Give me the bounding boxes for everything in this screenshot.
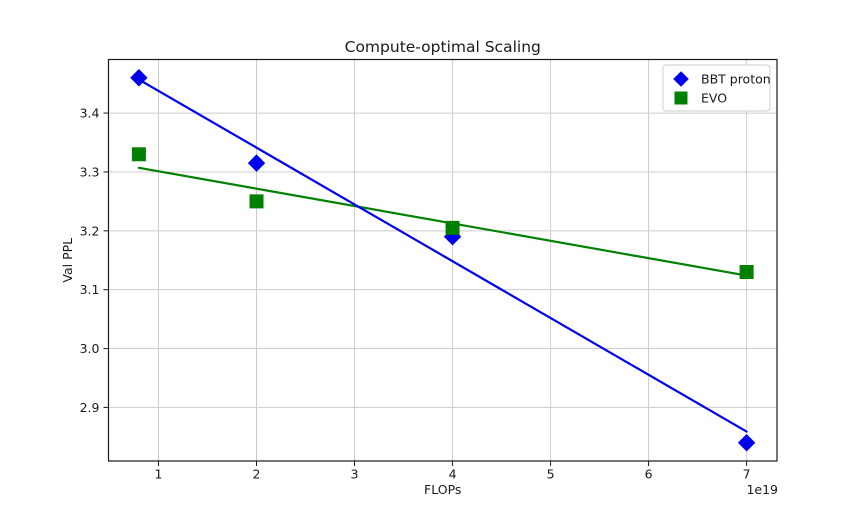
x-axis-offset-text: 1e19 (746, 482, 778, 497)
x-tick-label: 7 (743, 467, 751, 482)
y-tick-label: 3.3 (80, 164, 100, 179)
data-point-diamond (130, 69, 148, 87)
axes-ticks: 1 2 3 4 5 6 7 2.9 3.0 3.1 3.2 3.3 3.4 (80, 106, 751, 482)
data-point-square (739, 265, 754, 280)
y-tick-label: 3.2 (80, 223, 100, 238)
legend-square-icon (674, 91, 688, 105)
trend-lines (137, 78, 748, 433)
legend-item-evo: EVO (674, 91, 727, 106)
data-point-square (131, 147, 146, 162)
x-axis-label: FLOPs (424, 482, 461, 497)
y-tick-label: 3.0 (80, 341, 100, 356)
trend-line-bbt-proton (137, 78, 748, 433)
y-tick-label: 3.1 (80, 282, 100, 297)
y-tick-label: 2.9 (80, 400, 100, 415)
y-axis-label: Val PPL (60, 238, 75, 283)
x-tick-label: 3 (351, 467, 359, 482)
series-evo (131, 147, 754, 280)
legend-label: BBT proton (701, 72, 771, 87)
legend-diamond-icon (673, 71, 689, 87)
x-tick-label: 4 (449, 467, 457, 482)
legend-item-bbt-proton: BBT proton (673, 71, 771, 87)
x-tick-label: 2 (253, 467, 261, 482)
legend-label: EVO (701, 91, 727, 106)
plot-border (107, 58, 778, 462)
data-point-diamond (737, 434, 756, 452)
legend: BBT proton EVO (662, 64, 771, 112)
y-tick-label: 3.4 (80, 106, 100, 121)
trend-line-evo (137, 166, 748, 277)
x-tick-label: 1 (155, 467, 163, 482)
data-point-square (445, 220, 460, 235)
x-tick-label: 5 (547, 467, 555, 482)
data-point-diamond (247, 154, 266, 172)
gridlines (108, 59, 777, 461)
chart-title: Compute-optimal Scaling (345, 38, 541, 56)
data-point-square (249, 194, 264, 209)
legend-box (662, 64, 771, 112)
x-tick-label: 6 (645, 467, 653, 482)
